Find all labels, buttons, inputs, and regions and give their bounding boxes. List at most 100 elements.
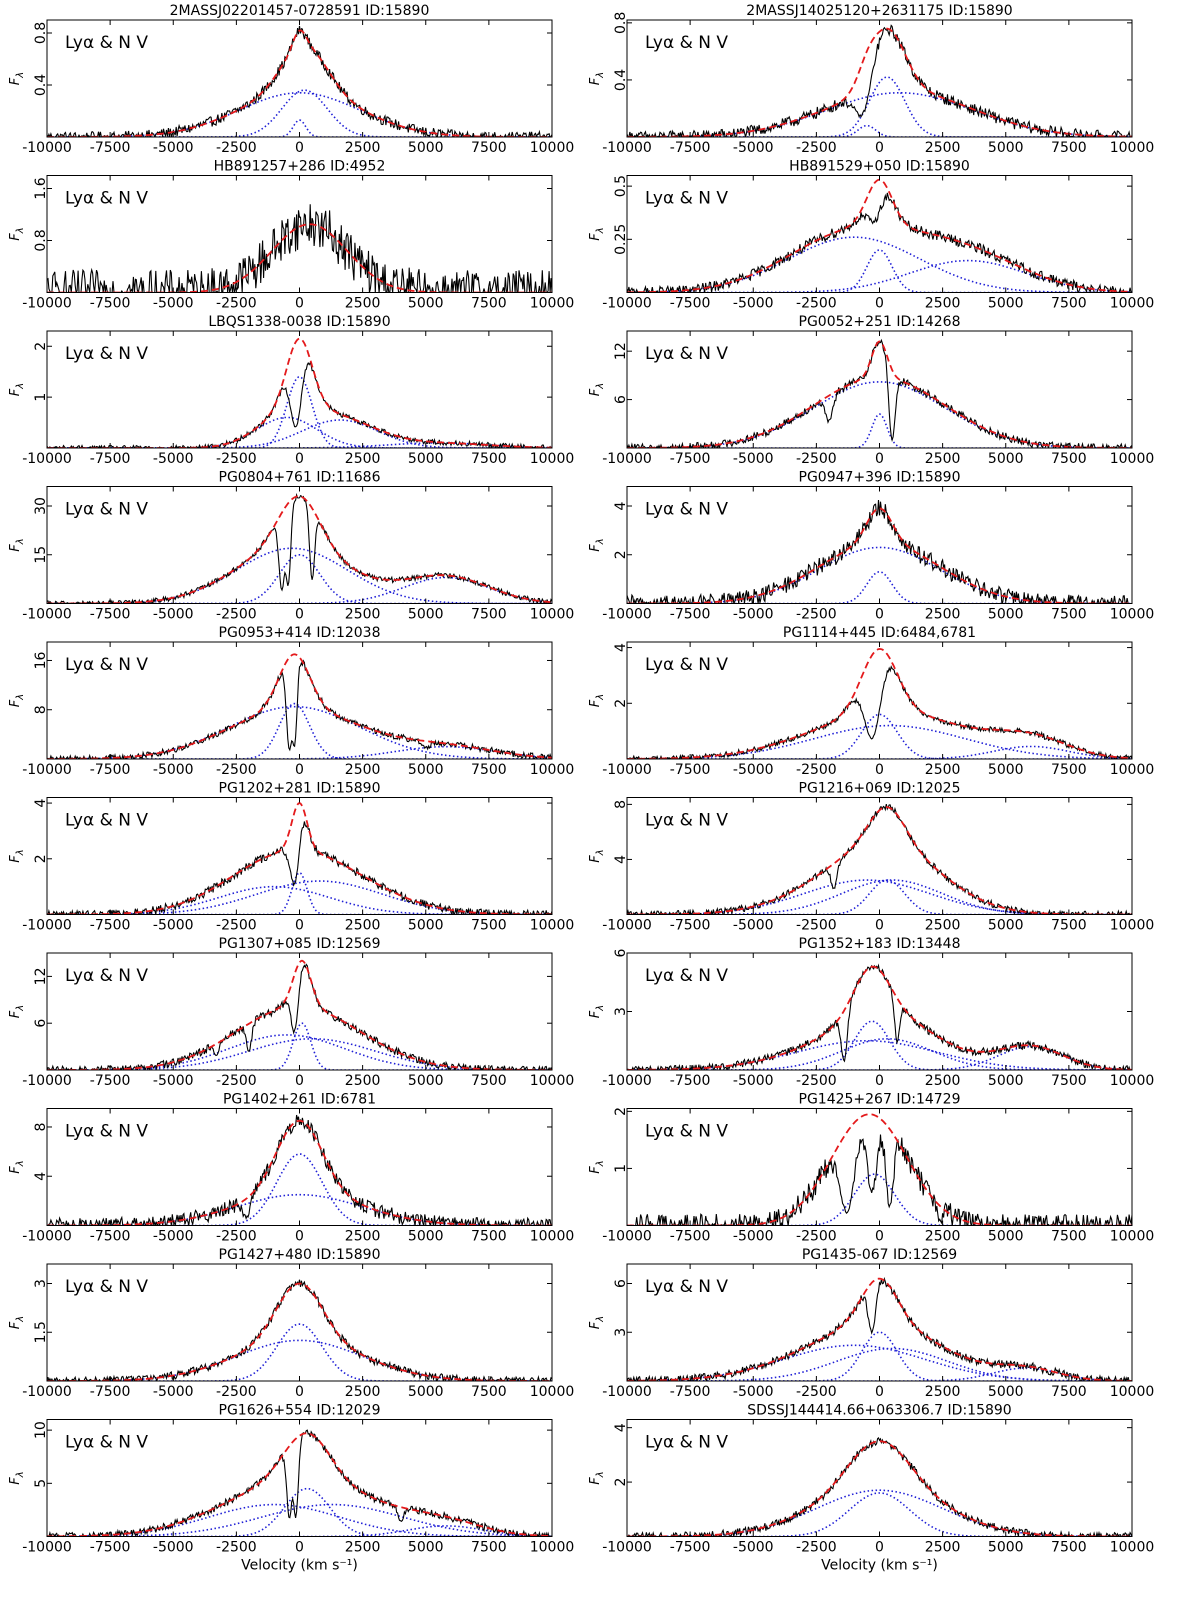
y-axis-label-sub: λ: [595, 538, 606, 545]
x-tick-label: 5000: [988, 140, 1024, 156]
y-axis-label-sub: λ: [15, 849, 26, 856]
spectrum-panel: -10000 -7500 -5000 -2500 0 2500 5000 7500 10000 1…: [588, 1092, 1154, 1245]
y-axis-label-main: F: [8, 1477, 23, 1485]
plot-area: [627, 963, 1132, 1070]
y-tick-label: 4: [33, 1172, 49, 1181]
panel-title: PG1114+445 ID:6484,6781: [783, 625, 976, 641]
x-tick-label: -10000: [22, 296, 72, 312]
panel-title: PG1435-067 ID:12569: [802, 1247, 957, 1263]
observed-spectrum: [47, 25, 552, 137]
line-label: Lyα & N V: [65, 1122, 148, 1142]
component-gaussian: [47, 553, 552, 604]
line-label: Lyα & N V: [645, 655, 728, 675]
x-tick-label: -10000: [22, 140, 72, 156]
line-label: Lyα & N V: [65, 1277, 148, 1297]
x-tick-label: -10000: [22, 1540, 72, 1556]
line-label: Lyα & N V: [65, 344, 148, 364]
fit-curve: [627, 1440, 1132, 1537]
fit-curve: [47, 223, 552, 293]
component-gaussian: [47, 1503, 552, 1537]
fit-curve: [627, 965, 1132, 1070]
x-tick-label: 10000: [1110, 607, 1155, 623]
x-tick-label: -5000: [733, 140, 774, 156]
x-tick-label: 5000: [408, 918, 444, 934]
y-tick-label: 30: [33, 497, 49, 515]
y-axis-label: Fλ: [588, 538, 606, 551]
plot-area: [627, 648, 1132, 759]
y-axis-label-main: F: [8, 388, 23, 396]
x-tick-label: -7500: [670, 1229, 711, 1245]
x-tick-label: 5000: [988, 1229, 1024, 1245]
x-tick-label: 10000: [1110, 1540, 1155, 1556]
x-tick-label: -5000: [733, 1540, 774, 1556]
component-gaussian: [627, 413, 1132, 448]
panel-title: PG0804+761 ID:11686: [219, 470, 381, 486]
plot-area: [47, 25, 552, 137]
y-tick-label: 1.5: [33, 1321, 49, 1343]
observed-spectrum: [47, 204, 552, 293]
y-axis-label-main: F: [8, 855, 23, 863]
x-tick-label: -5000: [153, 451, 194, 467]
x-tick-label: -10000: [602, 296, 652, 312]
plot-area: [47, 204, 552, 293]
x-tick-label: -10000: [22, 607, 72, 623]
line-label: Lyα & N V: [645, 500, 728, 520]
x-tick-label: 2500: [345, 607, 381, 623]
x-tick-label: 2500: [345, 1540, 381, 1556]
x-tick-label: 10000: [530, 1540, 575, 1556]
y-axis-label: Fλ: [588, 227, 606, 240]
y-axis-label-sub: λ: [15, 1005, 26, 1012]
panel-title: PG1427+480 ID:15890: [219, 1247, 381, 1263]
y-tick-label: 3: [33, 1279, 49, 1288]
observed-spectrum: [627, 963, 1132, 1070]
line-label: Lyα & N V: [65, 189, 148, 209]
spectrum-panel: -10000 -7500 -5000 -2500 0 2500 5000 7500 10000 3…: [588, 936, 1154, 1089]
x-tick-label: 0: [875, 918, 884, 934]
x-tick-label: 0: [295, 296, 304, 312]
x-tick-label: 5000: [408, 1540, 444, 1556]
x-tick-label: 5000: [988, 918, 1024, 934]
y-axis-label-sub: λ: [15, 1471, 26, 1478]
observed-spectrum: [627, 1134, 1132, 1226]
observed-spectrum: [47, 361, 552, 448]
line-label: Lyα & N V: [645, 189, 728, 209]
y-axis-label-main: F: [8, 233, 23, 241]
y-axis-label: Fλ: [8, 1471, 26, 1484]
x-tick-label: 7500: [1051, 607, 1087, 623]
component-gaussian: [627, 1331, 1132, 1381]
x-tick-label: 0: [295, 762, 304, 778]
component-gaussian: [627, 879, 1132, 915]
fit-curve: [47, 29, 552, 137]
fit-curve: [47, 959, 552, 1070]
y-tick-label: 6: [613, 395, 629, 404]
y-axis-label: Fλ: [588, 1316, 606, 1329]
spectrum-panel: -10000 -7500 -5000 -2500 0 2500 5000 7500 10000 4…: [8, 1092, 574, 1245]
x-tick-label: 7500: [1051, 451, 1087, 467]
x-tick-label: -2500: [216, 762, 257, 778]
spectrum-panel: -10000 -7500 -5000 -2500 0 2500 5000 7500 10000 2…: [588, 625, 1154, 778]
y-tick-label: 16: [33, 651, 49, 669]
line-label: Lyα & N V: [645, 966, 728, 986]
x-tick-label: 7500: [471, 1384, 507, 1400]
component-gaussian: [627, 546, 1132, 604]
y-axis-label-sub: λ: [15, 1160, 26, 1167]
y-axis-label-sub: λ: [595, 1160, 606, 1167]
x-tick-label: 7500: [1051, 296, 1087, 312]
x-tick-label: -7500: [90, 296, 131, 312]
observed-spectrum: [627, 1276, 1132, 1381]
x-tick-label: 2500: [345, 296, 381, 312]
y-axis-label-main: F: [8, 1321, 23, 1329]
y-tick-label: 1.6: [33, 177, 49, 199]
y-axis-label: Fλ: [588, 849, 606, 862]
x-tick-label: 7500: [471, 140, 507, 156]
x-tick-label: -10000: [22, 451, 72, 467]
plot-area: [47, 1114, 552, 1226]
component-gaussian: [627, 1492, 1132, 1537]
x-tick-label: 2500: [925, 762, 961, 778]
x-tick-label: 2500: [345, 451, 381, 467]
x-tick-label: -10000: [22, 918, 72, 934]
y-axis-label-sub: λ: [595, 694, 606, 701]
x-tick-label: -5000: [153, 607, 194, 623]
x-tick-label: 2500: [345, 762, 381, 778]
